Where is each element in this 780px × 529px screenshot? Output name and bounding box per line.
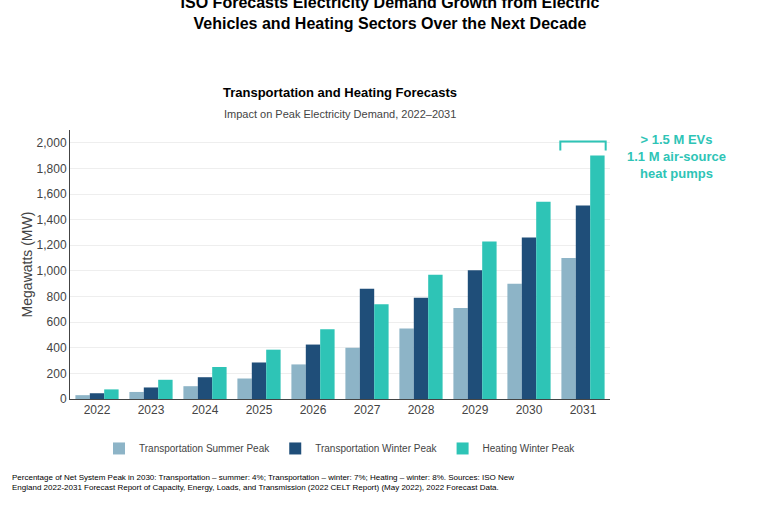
svg-text:2031: 2031 [570,403,597,417]
svg-text:ISO Forecasts Electricity Dema: ISO Forecasts Electricity Demand Growth … [181,0,600,32]
svg-text:1,400: 1,400 [37,213,67,227]
svg-text:2023: 2023 [138,403,165,417]
svg-text:> 1.5 M EVs1.1 M air-sourcehea: > 1.5 M EVs1.1 M air-sourceheat pumps [627,132,726,181]
svg-text:0: 0 [60,392,67,406]
svg-text:Transportation and Heating For: Transportation and Heating Forecasts [223,85,457,100]
svg-text:1,000: 1,000 [37,264,67,278]
svg-text:1,600: 1,600 [37,187,67,201]
svg-text:400: 400 [47,341,67,355]
svg-text:2025: 2025 [246,403,273,417]
svg-text:Impact on Peak Electricity Dem: Impact on Peak Electricity Demand, 2022–… [224,108,456,120]
svg-text:2027: 2027 [354,403,381,417]
svg-text:200: 200 [47,367,67,381]
svg-text:2026: 2026 [300,403,327,417]
svg-text:2030: 2030 [516,403,543,417]
svg-text:2029: 2029 [462,403,489,417]
svg-text:Megawatts (MW): Megawatts (MW) [19,212,35,318]
svg-text:800: 800 [47,290,67,304]
svg-text:Percentage of Net System Peak: Percentage of Net System Peak in 2030: T… [12,473,514,492]
svg-text:2,000: 2,000 [37,136,67,150]
svg-text:600: 600 [47,315,67,329]
svg-text:1,200: 1,200 [37,238,67,252]
svg-text:Transportation Winter Peak: Transportation Winter Peak [315,443,437,454]
svg-text:2022: 2022 [84,403,111,417]
svg-text:2028: 2028 [408,403,435,417]
svg-text:2024: 2024 [192,403,219,417]
svg-text:Heating Winter Peak: Heating Winter Peak [483,443,576,454]
svg-text:1,800: 1,800 [37,162,67,176]
svg-text:Transportation Summer Peak: Transportation Summer Peak [139,443,270,454]
